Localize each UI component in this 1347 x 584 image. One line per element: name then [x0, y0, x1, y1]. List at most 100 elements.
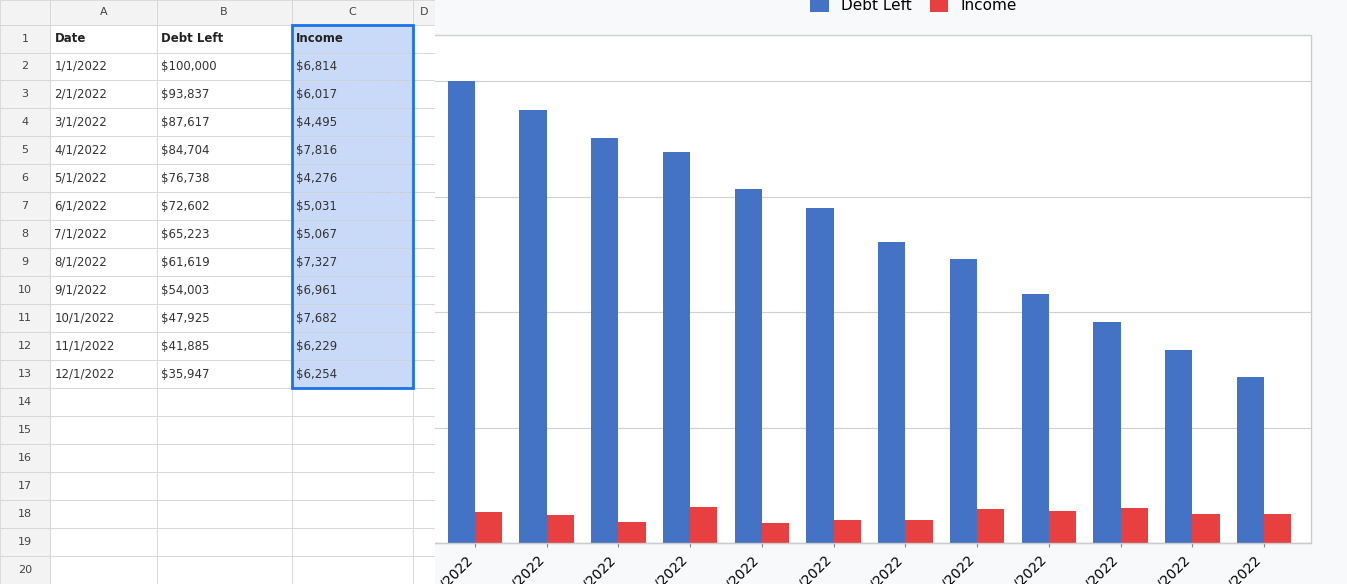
Text: 19: 19: [18, 537, 32, 547]
Bar: [156, 416, 291, 444]
Text: 9: 9: [22, 258, 28, 267]
Bar: [0, 248, 50, 276]
Text: 16: 16: [18, 453, 32, 463]
Bar: [291, 109, 414, 137]
Bar: [547, 515, 574, 543]
Bar: [50, 332, 156, 360]
Text: 3: 3: [22, 89, 28, 99]
Text: 17: 17: [18, 481, 32, 491]
Bar: [156, 192, 291, 220]
Text: $5,067: $5,067: [296, 228, 337, 241]
Bar: [291, 388, 414, 416]
Text: $6,254: $6,254: [296, 368, 337, 381]
Text: $6,229: $6,229: [296, 340, 337, 353]
Bar: [291, 137, 414, 165]
Bar: [950, 259, 977, 543]
Bar: [414, 416, 435, 444]
Bar: [0, 192, 50, 220]
Bar: [591, 138, 618, 543]
Bar: [520, 110, 547, 543]
Bar: [291, 25, 414, 53]
Text: 1/1/2022: 1/1/2022: [54, 60, 108, 73]
Text: $35,947: $35,947: [162, 368, 210, 381]
Bar: [156, 276, 291, 304]
Text: 20: 20: [18, 565, 32, 575]
Bar: [156, 472, 291, 500]
Bar: [414, 304, 435, 332]
Text: Debt Left: Debt Left: [162, 32, 224, 45]
Bar: [291, 81, 414, 109]
Bar: [156, 500, 291, 528]
Text: 2/1/2022: 2/1/2022: [54, 88, 108, 101]
Text: 7/1/2022: 7/1/2022: [54, 228, 108, 241]
Bar: [0, 25, 50, 53]
Bar: [291, 192, 414, 220]
Bar: [1237, 377, 1263, 543]
Bar: [0, 109, 50, 137]
Bar: [156, 53, 291, 81]
Bar: [0, 220, 50, 248]
Bar: [0, 81, 50, 109]
Bar: [414, 472, 435, 500]
Text: 18: 18: [18, 509, 32, 519]
Text: 10: 10: [18, 285, 32, 296]
Text: 10/1/2022: 10/1/2022: [54, 312, 114, 325]
Text: 3/1/2022: 3/1/2022: [54, 116, 108, 129]
Text: $93,837: $93,837: [162, 88, 209, 101]
Text: $61,619: $61,619: [162, 256, 210, 269]
Bar: [156, 165, 291, 192]
Bar: [447, 81, 475, 543]
Bar: [1049, 511, 1076, 543]
Bar: [291, 360, 414, 388]
Bar: [50, 0, 156, 25]
Text: $4,276: $4,276: [296, 172, 337, 185]
Bar: [156, 109, 291, 137]
Text: $65,223: $65,223: [162, 228, 210, 241]
Bar: [0, 360, 50, 388]
Bar: [414, 248, 435, 276]
Bar: [0, 416, 50, 444]
Bar: [50, 220, 156, 248]
Text: $7,327: $7,327: [296, 256, 337, 269]
Text: $41,885: $41,885: [162, 340, 209, 353]
Text: $5,031: $5,031: [296, 200, 337, 213]
Text: 6/1/2022: 6/1/2022: [54, 200, 108, 213]
Bar: [156, 248, 291, 276]
Bar: [0, 500, 50, 528]
Bar: [762, 523, 789, 543]
Bar: [291, 0, 414, 25]
Text: 12/1/2022: 12/1/2022: [54, 368, 114, 381]
Bar: [156, 444, 291, 472]
Bar: [0, 304, 50, 332]
Bar: [50, 528, 156, 556]
Text: 2: 2: [22, 61, 28, 71]
Text: 13: 13: [18, 369, 32, 379]
Text: $6,017: $6,017: [296, 88, 337, 101]
Bar: [414, 360, 435, 388]
Bar: [50, 276, 156, 304]
Bar: [878, 242, 905, 543]
Text: $4,495: $4,495: [296, 116, 337, 129]
Bar: [414, 500, 435, 528]
Bar: [156, 137, 291, 165]
Text: 4: 4: [22, 117, 28, 127]
Bar: [0, 53, 50, 81]
Text: 14: 14: [18, 397, 32, 407]
Bar: [0, 137, 50, 165]
Bar: [50, 109, 156, 137]
Bar: [414, 81, 435, 109]
Bar: [50, 500, 156, 528]
Bar: [414, 192, 435, 220]
Text: 11: 11: [18, 313, 32, 324]
Bar: [0, 556, 50, 584]
Bar: [50, 556, 156, 584]
Bar: [50, 444, 156, 472]
Text: 15: 15: [18, 425, 32, 435]
Text: $84,704: $84,704: [162, 144, 210, 157]
Text: 8: 8: [22, 230, 28, 239]
Bar: [0, 332, 50, 360]
Bar: [0, 472, 50, 500]
Bar: [156, 304, 291, 332]
Bar: [0, 388, 50, 416]
Text: 8/1/2022: 8/1/2022: [54, 256, 108, 269]
